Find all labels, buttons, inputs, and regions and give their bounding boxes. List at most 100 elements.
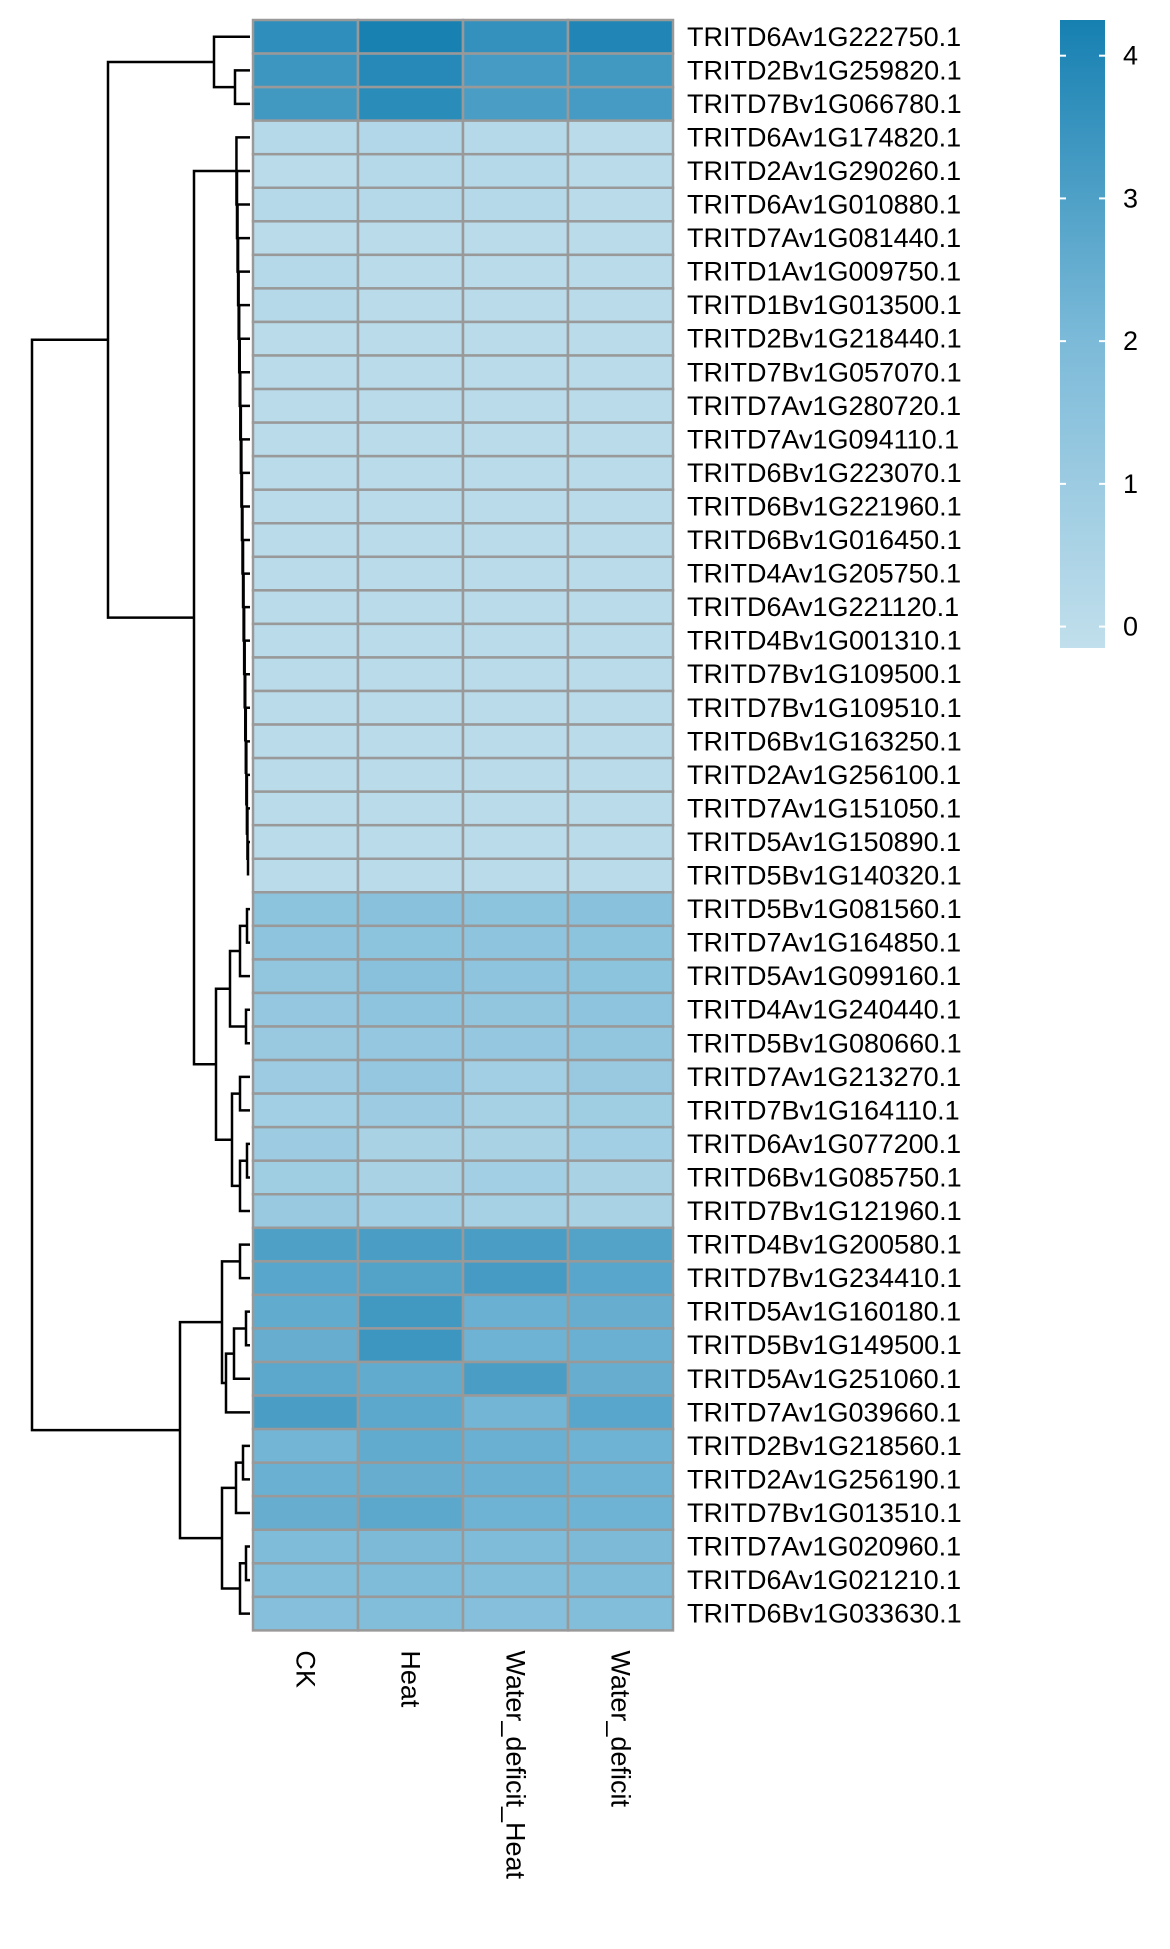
dendrogram-branch (30, 338, 180, 1432)
heatmap-cell (356, 823, 465, 861)
heatmap-cell (461, 1394, 570, 1431)
heatmap-cell (461, 857, 570, 894)
heatmap-cell (251, 387, 360, 424)
heatmap-cell (566, 1293, 675, 1330)
heatmap-cell (566, 891, 675, 928)
heatmap-cell (251, 656, 360, 693)
heatmap-cell (566, 1394, 675, 1431)
row-label: TRITD7Av1G213270.1 (687, 1062, 961, 1092)
heatmap-cell (356, 1159, 465, 1196)
row-label: TRITD7Bv1G109510.1 (687, 693, 962, 723)
heatmap-cell (356, 220, 465, 257)
heatmap-cell (461, 790, 570, 827)
row-label: TRITD7Bv1G234410.1 (687, 1263, 962, 1293)
heatmap-cell (356, 1394, 465, 1431)
heatmap-cell (251, 354, 360, 391)
legend-color-bar (1060, 20, 1105, 648)
heatmap-cell (461, 1461, 570, 1498)
heatmap-cell (461, 421, 570, 458)
heatmap-cell (356, 1293, 465, 1330)
heatmap-cell (251, 1125, 360, 1162)
heatmap-cell (356, 1226, 465, 1263)
heatmap-cell (356, 320, 465, 357)
row-label: TRITD6Av1G077200.1 (687, 1129, 961, 1159)
heatmap-cell (251, 220, 360, 257)
row-label: TRITD5Bv1G080660.1 (687, 1028, 962, 1058)
dendrogram-branch (224, 1352, 250, 1414)
heatmap-cell (356, 421, 465, 458)
heatmap-cell (461, 1595, 570, 1632)
dendrogram-branch (244, 1310, 250, 1347)
row-label: TRITD7Av1G081440.1 (687, 223, 961, 253)
heatmap-cell (251, 1427, 360, 1464)
heatmap-cell (251, 1260, 360, 1297)
heatmap-cell (461, 454, 570, 491)
heatmap-cell (356, 52, 465, 89)
heatmap-cell (566, 555, 675, 592)
heatmap-cell (461, 1025, 570, 1062)
heatmap-cell (566, 152, 675, 189)
heatmap-cell (461, 253, 570, 290)
heatmap-cell (461, 924, 570, 961)
heatmap-cell (461, 1193, 570, 1230)
heatmap-cell (251, 1394, 360, 1431)
heatmap-cell (566, 1260, 675, 1297)
heatmap-cell (566, 387, 675, 424)
heatmap-cell (251, 1562, 360, 1599)
heatmap-cell (251, 1193, 360, 1230)
heatmap-cell (251, 522, 360, 559)
heatmap-cell (566, 1461, 675, 1498)
heatmap-cell (566, 823, 675, 861)
heatmap-cell (356, 1058, 465, 1095)
dendrogram-branch (220, 1486, 240, 1590)
legend-tick-label: 2 (1123, 326, 1138, 356)
heatmap-cell (461, 387, 570, 424)
heatmap-cell (461, 1327, 570, 1364)
heatmap-cell (356, 1360, 465, 1397)
heatmap-cell (566, 656, 675, 693)
dendrogram-branch (212, 35, 250, 89)
row-label: TRITD5Bv1G149500.1 (687, 1330, 962, 1360)
row-label: TRITD4Bv1G001310.1 (687, 626, 962, 656)
heatmap-cell (566, 220, 675, 257)
heatmap-cell (566, 1360, 675, 1397)
row-label: TRITD2Bv1G218560.1 (687, 1431, 962, 1461)
heatmap-cell (356, 1528, 465, 1565)
row-label: TRITD6Av1G174820.1 (687, 122, 961, 152)
row-label: TRITD5Av1G150890.1 (687, 827, 961, 857)
heatmap-cell (251, 958, 360, 995)
heatmap-cell (566, 991, 675, 1028)
heatmap-cell (251, 186, 360, 223)
heatmap-cell (566, 1058, 675, 1095)
heatmap-cell (251, 991, 360, 1028)
row-label: TRITD2Bv1G259820.1 (687, 55, 962, 85)
row-label: TRITD7Av1G280720.1 (687, 391, 961, 421)
heatmap-cell (566, 589, 675, 626)
row-label: TRITD5Av1G099160.1 (687, 961, 961, 991)
heatmap-cell (461, 320, 570, 357)
heatmap-cell (461, 1226, 570, 1263)
dendrogram-branch (244, 1545, 250, 1582)
heatmap-cell (566, 522, 675, 559)
heatmap-cell (356, 790, 465, 827)
heatmap-cell (356, 622, 465, 659)
row-label: TRITD7Bv1G057070.1 (687, 357, 962, 387)
dendrogram-branch (238, 1159, 250, 1213)
heatmap-cell (356, 522, 465, 559)
heatmap-cell (356, 1461, 465, 1498)
row-label: TRITD2Av1G290260.1 (687, 156, 961, 186)
heatmap-cell (566, 119, 675, 156)
heatmap-cell (356, 1427, 465, 1464)
row-label: TRITD1Bv1G013500.1 (687, 290, 962, 320)
heatmap-cell (251, 52, 360, 89)
heatmap-cell (251, 1327, 360, 1364)
row-label: TRITD7Bv1G109500.1 (687, 659, 962, 689)
row-label: TRITD6Av1G010880.1 (687, 190, 961, 220)
heatmap-cell (251, 454, 360, 491)
column-label: Water_deficit (606, 1650, 636, 1807)
heatmap-cell (356, 656, 465, 693)
heatmap-cell (461, 119, 570, 156)
heatmap-cell (356, 1025, 465, 1062)
